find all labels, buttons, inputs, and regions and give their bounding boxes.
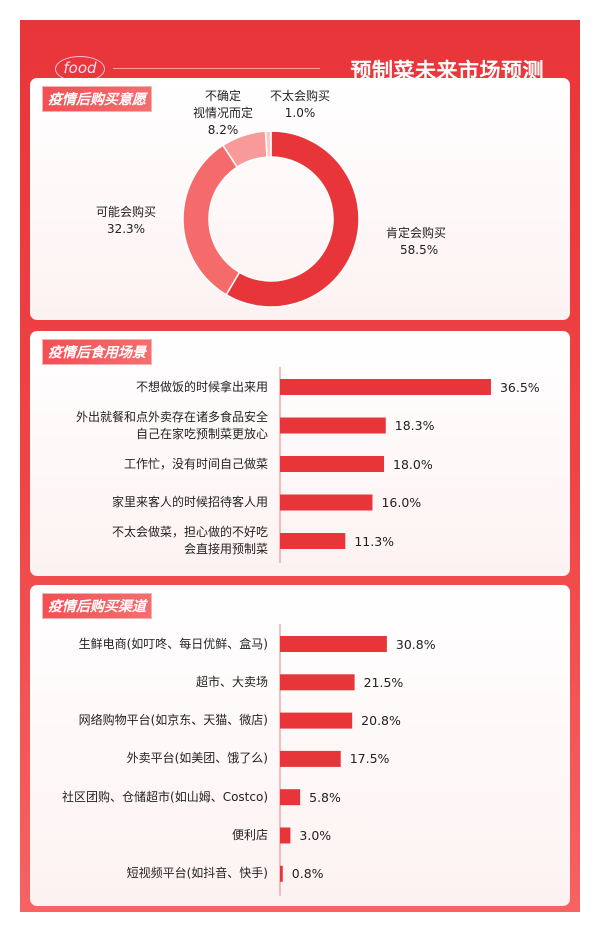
bar-category-label: 短视频平台(如抖音、快手) [126, 866, 268, 881]
donut-chart [182, 130, 360, 308]
bar [280, 827, 291, 844]
bar-value-label: 0.8% [291, 866, 324, 882]
slice-label: 不确定 视情况而定 [192, 89, 253, 120]
bar [280, 674, 355, 691]
slice-value: 32.3% [106, 222, 146, 236]
bar-chart [279, 367, 491, 563]
panel-title: 疫情后购买渠道 [43, 594, 151, 618]
bar-value-label: 16.0% [381, 495, 422, 510]
slice-label: 可能会购买 [95, 205, 156, 219]
bar-value-label: 18.3% [394, 418, 435, 433]
donut-slice [264, 130, 272, 158]
bar-category-label: 不太会做菜，担心做的不好吃 会直接用预制菜 [111, 525, 268, 556]
slice-label: 肯定会购买 [386, 226, 447, 240]
bar [280, 865, 283, 882]
panel-title: 疫情后食用场景 [43, 340, 151, 364]
bar-value-label: 11.3% [354, 533, 395, 549]
bar-value-label: 5.8% [309, 789, 341, 805]
bar [280, 417, 386, 434]
bar-value-label: 20.8% [361, 713, 401, 729]
bar-value-label: 30.8% [395, 636, 436, 652]
bar-category-label: 社区团购、仓储超市(如山姆、Costco) [62, 789, 268, 804]
header-divider [113, 68, 320, 69]
purchase-channel-panel: 疫情后购买渠道 生鲜电商(如叮咚、每日优鲜、盒马) 30.8% 超市、大卖场 21.5… [30, 585, 570, 906]
bar-chart [279, 624, 387, 896]
bar-value-label: 17.5% [349, 751, 390, 767]
bar [280, 494, 373, 511]
bar [280, 533, 346, 549]
donut-slice [182, 144, 241, 296]
bar-category-label: 外卖平台(如美团、饿了么) [126, 751, 268, 766]
bar [280, 789, 301, 806]
bar-category-label: 不想做饭的时候拿出来用 [135, 379, 268, 394]
slice-value: 58.5% [400, 243, 439, 257]
bar [280, 456, 385, 472]
bar-category-label: 超市、大卖场 [195, 674, 268, 689]
panel-title: 疫情后购买意愿 [43, 87, 151, 111]
purchase-intent-panel: 疫情后购买意愿 肯定会购买 58.5% 可能会购买 32.3% 不确定 视情况而定 8.2… [30, 78, 570, 320]
bar-value-label: 3.0% [299, 828, 332, 843]
bar [280, 379, 491, 395]
bar-category-label: 外出就餐和点外卖存在诸多食品安全 自己在家吃预制菜更放心 [75, 409, 268, 441]
bar-category-label: 网络购物平台(如京东、天猫、微店) [78, 713, 268, 728]
bar-category-label: 便利店 [231, 828, 268, 842]
usage-scenario-panel: 疫情后食用场景 不想做饭的时候拿出来用 36.5% 外出就餐和点外卖存在诸多食品安全… [30, 331, 570, 576]
bar [280, 712, 353, 729]
slice-label: 不太会购买 [269, 89, 330, 103]
bar [280, 636, 387, 652]
slice-value: 8.2% [207, 123, 239, 137]
bar-value-label: 36.5% [499, 379, 540, 395]
donut-slice [225, 130, 360, 308]
bar-category-label: 工作忙，没有时间自己做菜 [123, 456, 268, 471]
bar-category-label: 生鲜电商(如叮咚、每日优鲜、盒马) [78, 636, 268, 651]
slice-value: 1.0% [284, 106, 316, 120]
bar [280, 750, 341, 767]
bar-value-label: 18.0% [393, 456, 433, 472]
bar-category-label: 家里来客人的时候招待客人用 [111, 495, 268, 509]
bar-value-label: 21.5% [363, 674, 404, 690]
